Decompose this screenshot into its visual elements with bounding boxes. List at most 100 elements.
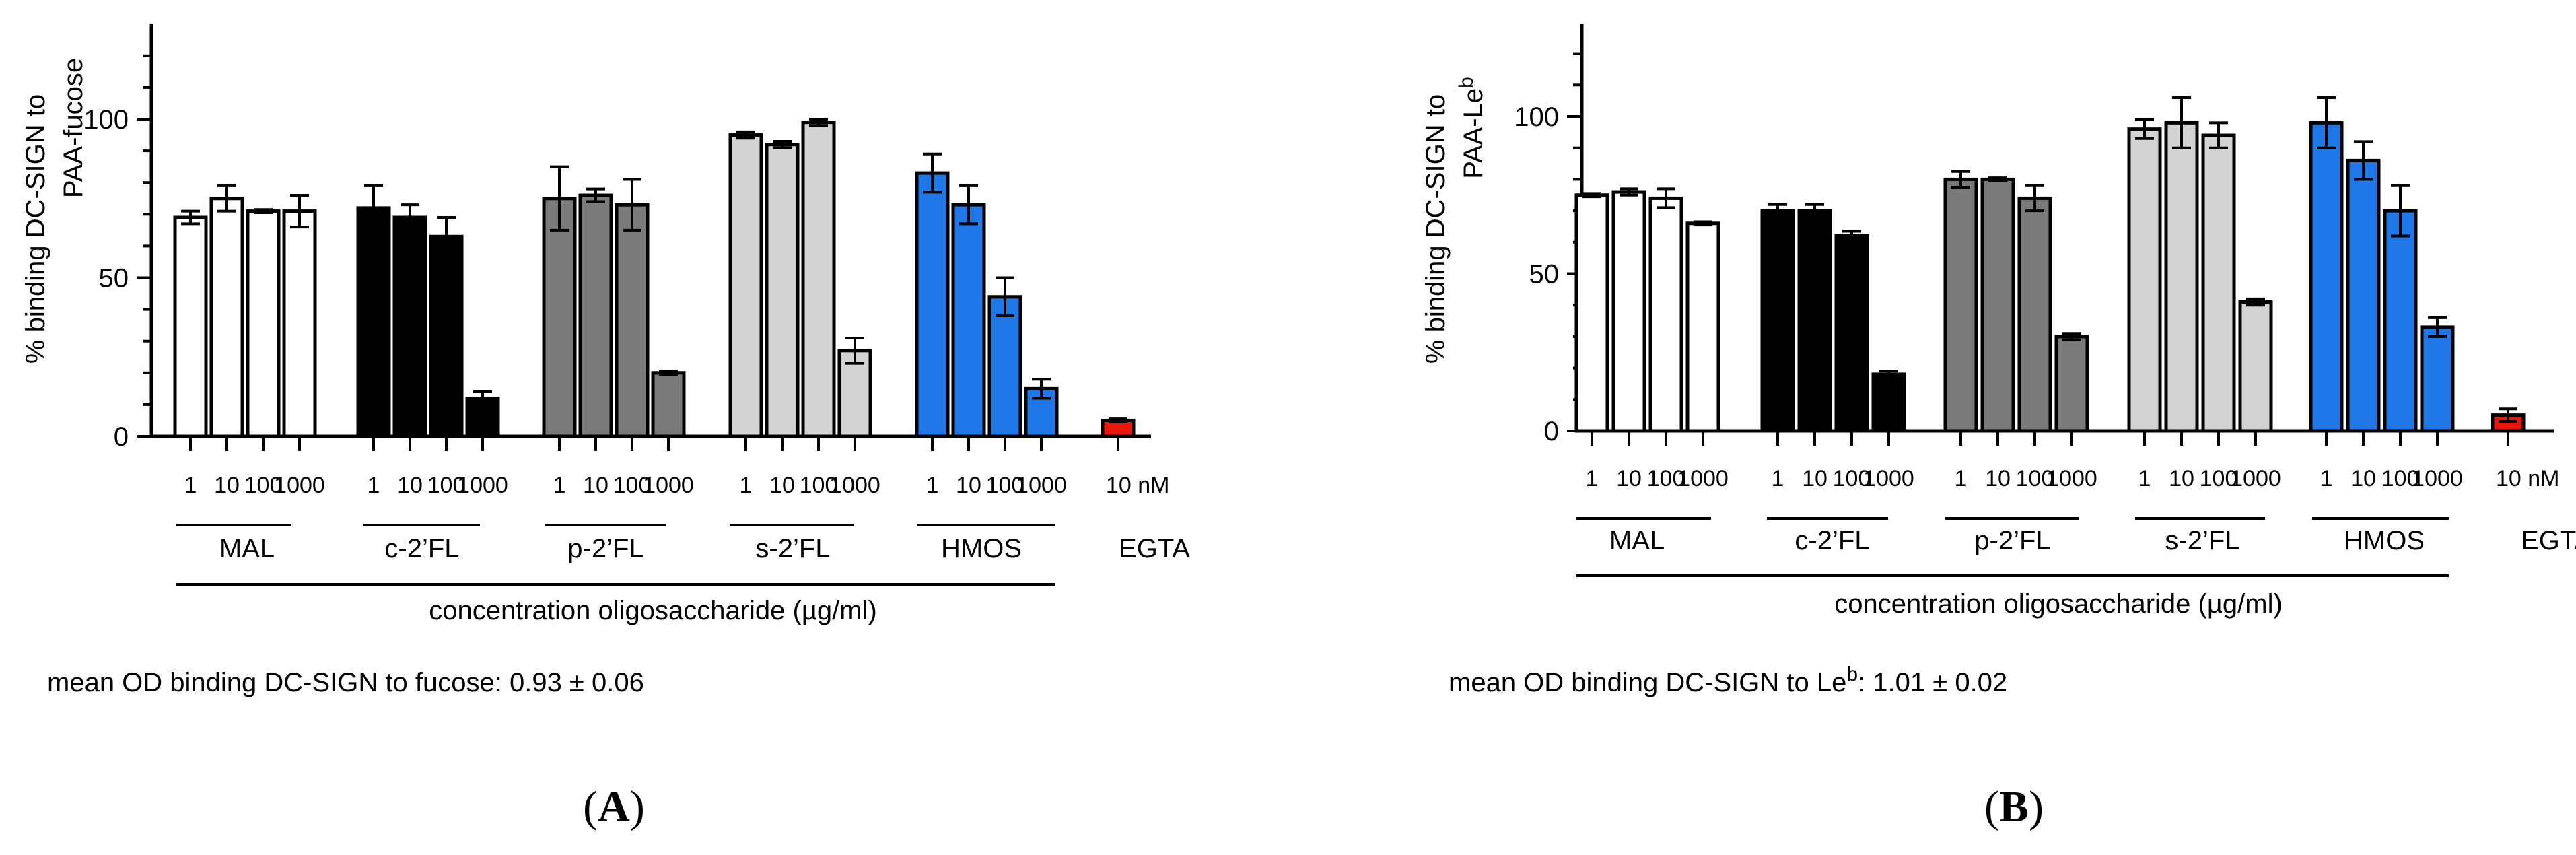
bar	[1574, 193, 1609, 433]
footnote-text: mean OD binding DC-SIGN to fucose	[47, 668, 495, 697]
x-tick-label: 10 nM	[1106, 473, 1170, 498]
bar	[1980, 177, 2015, 433]
group-label: HMOS	[2344, 526, 2425, 555]
bar	[2309, 121, 2344, 433]
bar	[1834, 234, 1869, 433]
group-label: HMOS	[941, 534, 1022, 563]
bar	[1611, 190, 1646, 433]
bar	[1943, 177, 1978, 433]
x-tick-label: 1	[1955, 466, 1968, 491]
x-tick-label: 10	[214, 473, 240, 498]
x-tick-label: 1000	[829, 473, 880, 498]
y-axis-label-line2-text: PAA-fucose	[59, 58, 88, 198]
bar	[2383, 209, 2418, 433]
bar	[987, 295, 1022, 438]
x-tick-label: 1000	[1863, 466, 1914, 491]
x-axis-label: concentration oligosaccharide (µg/ml)	[1834, 589, 2283, 619]
group-label: MAL	[1609, 526, 1665, 555]
y-axis-label-line1: % binding DC-SIGN to	[1421, 94, 1451, 364]
x-tick-label: 10	[2169, 466, 2194, 491]
bar	[1871, 372, 1906, 433]
bar	[392, 215, 427, 438]
footnote-value: : 1.01 ± 0.02	[1858, 668, 2007, 697]
bar	[2164, 121, 2199, 433]
x-axis-label: concentration oligosaccharide (µg/ml)	[429, 596, 877, 625]
x-tick-label: 1	[184, 473, 197, 498]
bar	[951, 203, 986, 438]
bar	[1648, 196, 1683, 433]
x-tick-label: 1	[926, 473, 939, 498]
bar	[578, 193, 613, 438]
x-tick-label: 1	[368, 473, 380, 498]
y-axis-label-line1: % binding DC-SIGN to	[21, 94, 50, 364]
x-tick-label: 100	[1647, 466, 1685, 491]
bar	[209, 197, 244, 438]
x-tick-label: 1000	[2412, 466, 2463, 491]
bar	[246, 209, 281, 438]
x-tick-label: 100	[2016, 466, 2054, 491]
group-label: c-2’FL	[1795, 526, 1869, 555]
x-tick-label: 10	[1985, 466, 2011, 491]
x-tick-label: 100	[986, 473, 1024, 498]
x-tick-label: 100	[2381, 466, 2420, 491]
bar	[1797, 209, 1832, 433]
x-tick-label: 1000	[457, 473, 508, 498]
group-label: c-2’FL	[384, 534, 459, 563]
y-tick-label: 100	[1514, 102, 1559, 132]
x-tick-label: 10	[583, 473, 608, 498]
x-tick-label: 100	[2200, 466, 2238, 491]
bar	[356, 206, 391, 438]
footnote: mean OD binding DC-SIGN to Leb: 1.01 ± 0…	[1449, 663, 2007, 697]
y-tick-label: 0	[114, 422, 129, 452]
bar	[2054, 335, 2089, 433]
footnote-value: : 0.93 ± 0.06	[495, 668, 644, 697]
x-tick-label: 1	[1772, 466, 1784, 491]
x-tick-label: 1	[2320, 466, 2333, 491]
panel-label-open: (	[1984, 782, 1999, 831]
bar	[615, 203, 650, 438]
x-tick-label: 10	[956, 473, 981, 498]
x-tick-label: 1	[1586, 466, 1599, 491]
panel-label-letter: A	[598, 782, 630, 831]
group-label: s-2’FL	[2165, 526, 2239, 555]
bar	[282, 209, 317, 438]
footnote: mean OD binding DC-SIGN to fucose: 0.93 …	[47, 668, 644, 697]
bar	[1760, 209, 1795, 433]
bar	[173, 215, 208, 438]
bar	[765, 143, 800, 438]
panel-label-open: (	[583, 782, 598, 831]
panel-label-close: )	[2029, 782, 2044, 831]
bar	[1685, 221, 1720, 433]
panel-label-close: )	[630, 782, 645, 831]
x-tick-label: 10	[1616, 466, 1642, 491]
bar	[728, 133, 763, 438]
footnote-text: mean OD binding DC-SIGN to Le	[1449, 668, 1846, 697]
y-axis-label-line2-text: PAA-Le	[1459, 88, 1488, 179]
x-tick-label: 10	[769, 473, 795, 498]
x-tick-label: 10	[1802, 466, 1827, 491]
x-tick-label: 100	[613, 473, 652, 498]
bar	[801, 121, 836, 438]
bar	[2346, 158, 2381, 433]
bar	[2420, 325, 2455, 433]
group-label: p-2’FL	[1974, 526, 2050, 555]
y-axis-label-line2: PAA-Leb	[1455, 77, 1488, 179]
y-tick-label: 100	[83, 105, 129, 135]
x-tick-label: 1000	[2046, 466, 2097, 491]
x-tick-label: 10	[2351, 466, 2376, 491]
bar	[2238, 300, 2273, 433]
x-tick-label: 100	[800, 473, 838, 498]
bar	[651, 371, 686, 438]
group-label: s-2’FL	[755, 534, 830, 563]
y-axis-label-superscript: b	[1455, 77, 1477, 88]
x-tick-label: 1	[553, 473, 566, 498]
bar	[2017, 196, 2052, 433]
x-tick-label: 1000	[2230, 466, 2281, 491]
x-tick-label: 1000	[1016, 473, 1067, 498]
panel-label-letter: B	[1999, 782, 2029, 831]
bar	[542, 197, 577, 438]
y-tick-label: 50	[99, 264, 129, 294]
bar	[2201, 133, 2236, 433]
